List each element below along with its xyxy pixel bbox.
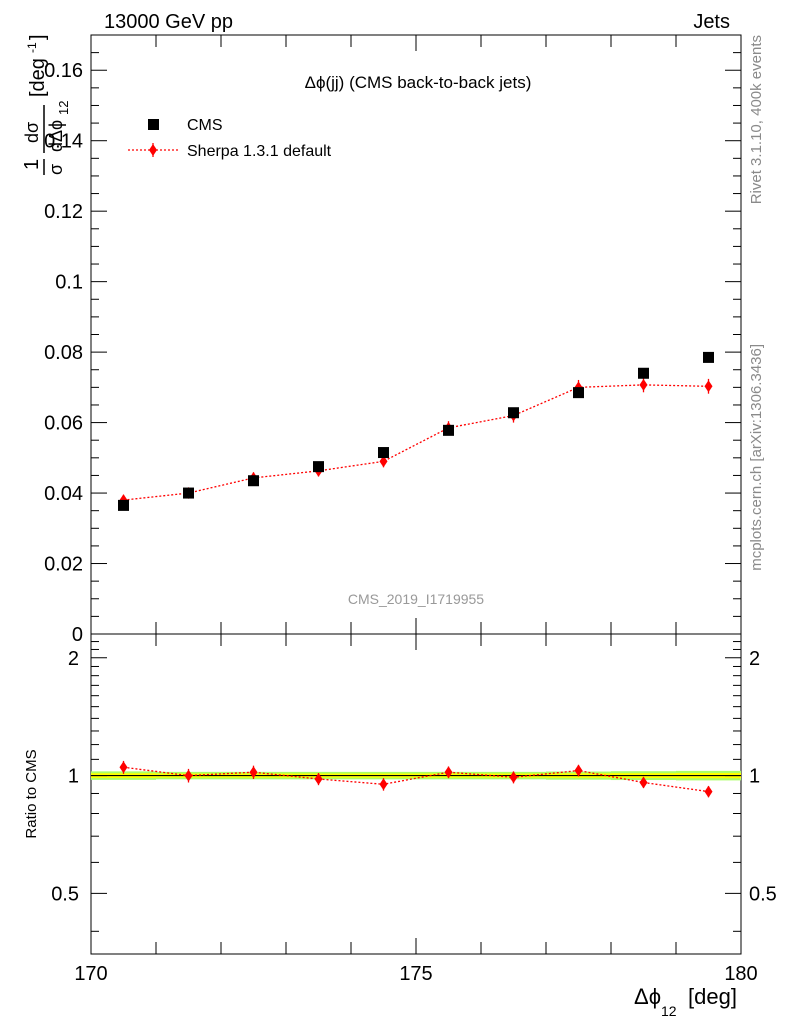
mc-point — [704, 380, 713, 393]
data-point — [443, 424, 454, 436]
ratio-point — [639, 776, 648, 789]
y-axis-label-exponent: -1 — [25, 42, 39, 53]
ratio-y-tick-labels: 0.5 0.5 1 1 2 2 — [51, 648, 777, 906]
header-energy: 13000 GeV pp — [104, 11, 233, 33]
mcplots-text: mcplots.cern.ch [arXiv:1306.3436] — [748, 344, 765, 571]
main-y-tick-label: 0.04 — [44, 483, 83, 505]
y-axis-label-subscript: 12 — [56, 101, 71, 115]
x-tick-label: 180 — [724, 963, 757, 985]
ratio-point — [119, 761, 128, 774]
y-axis-label-fraction-num: 1 — [21, 159, 43, 170]
data-point — [118, 499, 129, 511]
data-point — [508, 407, 519, 419]
y-axis-label-sigma: σ — [46, 164, 66, 175]
mc-point — [639, 378, 648, 391]
data-point — [573, 387, 584, 399]
data-point — [313, 461, 324, 473]
mc-line — [123, 384, 709, 501]
data-point — [703, 351, 714, 363]
ratio-point — [574, 764, 583, 777]
mc-series-line — [123, 384, 709, 501]
legend-mc-marker — [149, 144, 157, 156]
ratio-plot-frame — [90, 633, 742, 955]
legend-data-marker — [148, 119, 159, 130]
main-y-tick-labels: 0 0.02 0.04 0.06 0.08 0.1 0.12 0.14 0.16 — [44, 60, 83, 646]
ratio-point — [314, 772, 323, 785]
ratio-point — [444, 766, 453, 779]
ratio-y-tick-label: 1 — [68, 766, 79, 788]
x-axis-label-unit: [deg] — [688, 984, 737, 1009]
header-process: Jets — [693, 11, 730, 33]
main-y-tick-label: 0.02 — [44, 554, 83, 576]
ratio-ticks — [90, 634, 742, 954]
data-series — [118, 351, 714, 511]
legend: CMS Sherpa 1.3.1 default — [128, 117, 332, 160]
x-axis-label-delta-phi: Δϕ — [634, 984, 661, 1009]
ratio-y-tick-label-right: 2 — [749, 648, 760, 670]
data-point — [638, 367, 649, 379]
ratio-y-axis-label: Ratio to CMS — [23, 749, 40, 838]
legend-data-label: CMS — [187, 117, 223, 134]
main-y-tick-label: 0.06 — [44, 413, 83, 435]
ratio-point — [704, 785, 713, 798]
y-axis-label-ddphi: dΔϕ — [46, 120, 66, 152]
main-y-tick-label: 0 — [72, 624, 83, 646]
y-axis-label-unit: [deg — [27, 58, 49, 97]
main-y-tick-label: 0.12 — [44, 201, 83, 223]
ratio-y-tick-label: 0.5 — [51, 883, 79, 905]
main-y-axis-label: 1 σ dσ dΔϕ 12 [deg -1 ] — [21, 34, 71, 175]
plot-title: Δϕ(jj) (CMS back-to-back jets) — [305, 73, 532, 92]
ratio-y-tick-label: 2 — [68, 648, 79, 670]
ratio-point — [249, 766, 258, 779]
ratio-panel: 0.5 0.5 1 1 2 2 Ratio to CMS — [23, 633, 777, 955]
x-tick-label: 170 — [74, 963, 107, 985]
ratio-mc-series — [119, 760, 713, 798]
y-axis-label-unit-close: ] — [27, 34, 49, 40]
main-y-tick-label: 0.16 — [44, 60, 83, 82]
ratio-y-tick-label-right: 0.5 — [749, 883, 777, 905]
main-y-tick-label: 0.1 — [55, 272, 83, 294]
ratio-point — [379, 778, 388, 791]
main-y-tick-label: 0.08 — [44, 342, 83, 364]
ratio-y-tick-label-right: 1 — [749, 766, 760, 788]
data-point — [378, 447, 389, 459]
data-point — [248, 475, 259, 487]
x-tick-label: 175 — [399, 963, 432, 985]
x-axis-label: Δϕ 12 [deg] — [634, 984, 737, 1019]
y-axis-label-dsigma: dσ — [22, 122, 42, 143]
main-panel: 0 0.02 0.04 0.06 0.08 0.1 0.12 0.14 0.16 Δϕ(jj) … — [44, 34, 742, 646]
analysis-watermark: CMS_2019_I1719955 — [348, 591, 484, 607]
main-y-tick-label: 0.14 — [44, 131, 83, 153]
x-tick-labels: 170 175 180 — [74, 963, 757, 985]
data-point — [183, 487, 194, 499]
ratio-point — [184, 769, 193, 782]
rivet-version-text: Rivet 3.1.10, 400k events — [748, 35, 765, 204]
ratio-point — [509, 771, 518, 784]
mc-point — [379, 455, 388, 468]
mc-series — [119, 377, 713, 507]
main-ticks — [90, 34, 742, 635]
legend-mc-label: Sherpa 1.3.1 default — [187, 143, 332, 160]
x-axis-label-subscript: 12 — [661, 1003, 677, 1019]
